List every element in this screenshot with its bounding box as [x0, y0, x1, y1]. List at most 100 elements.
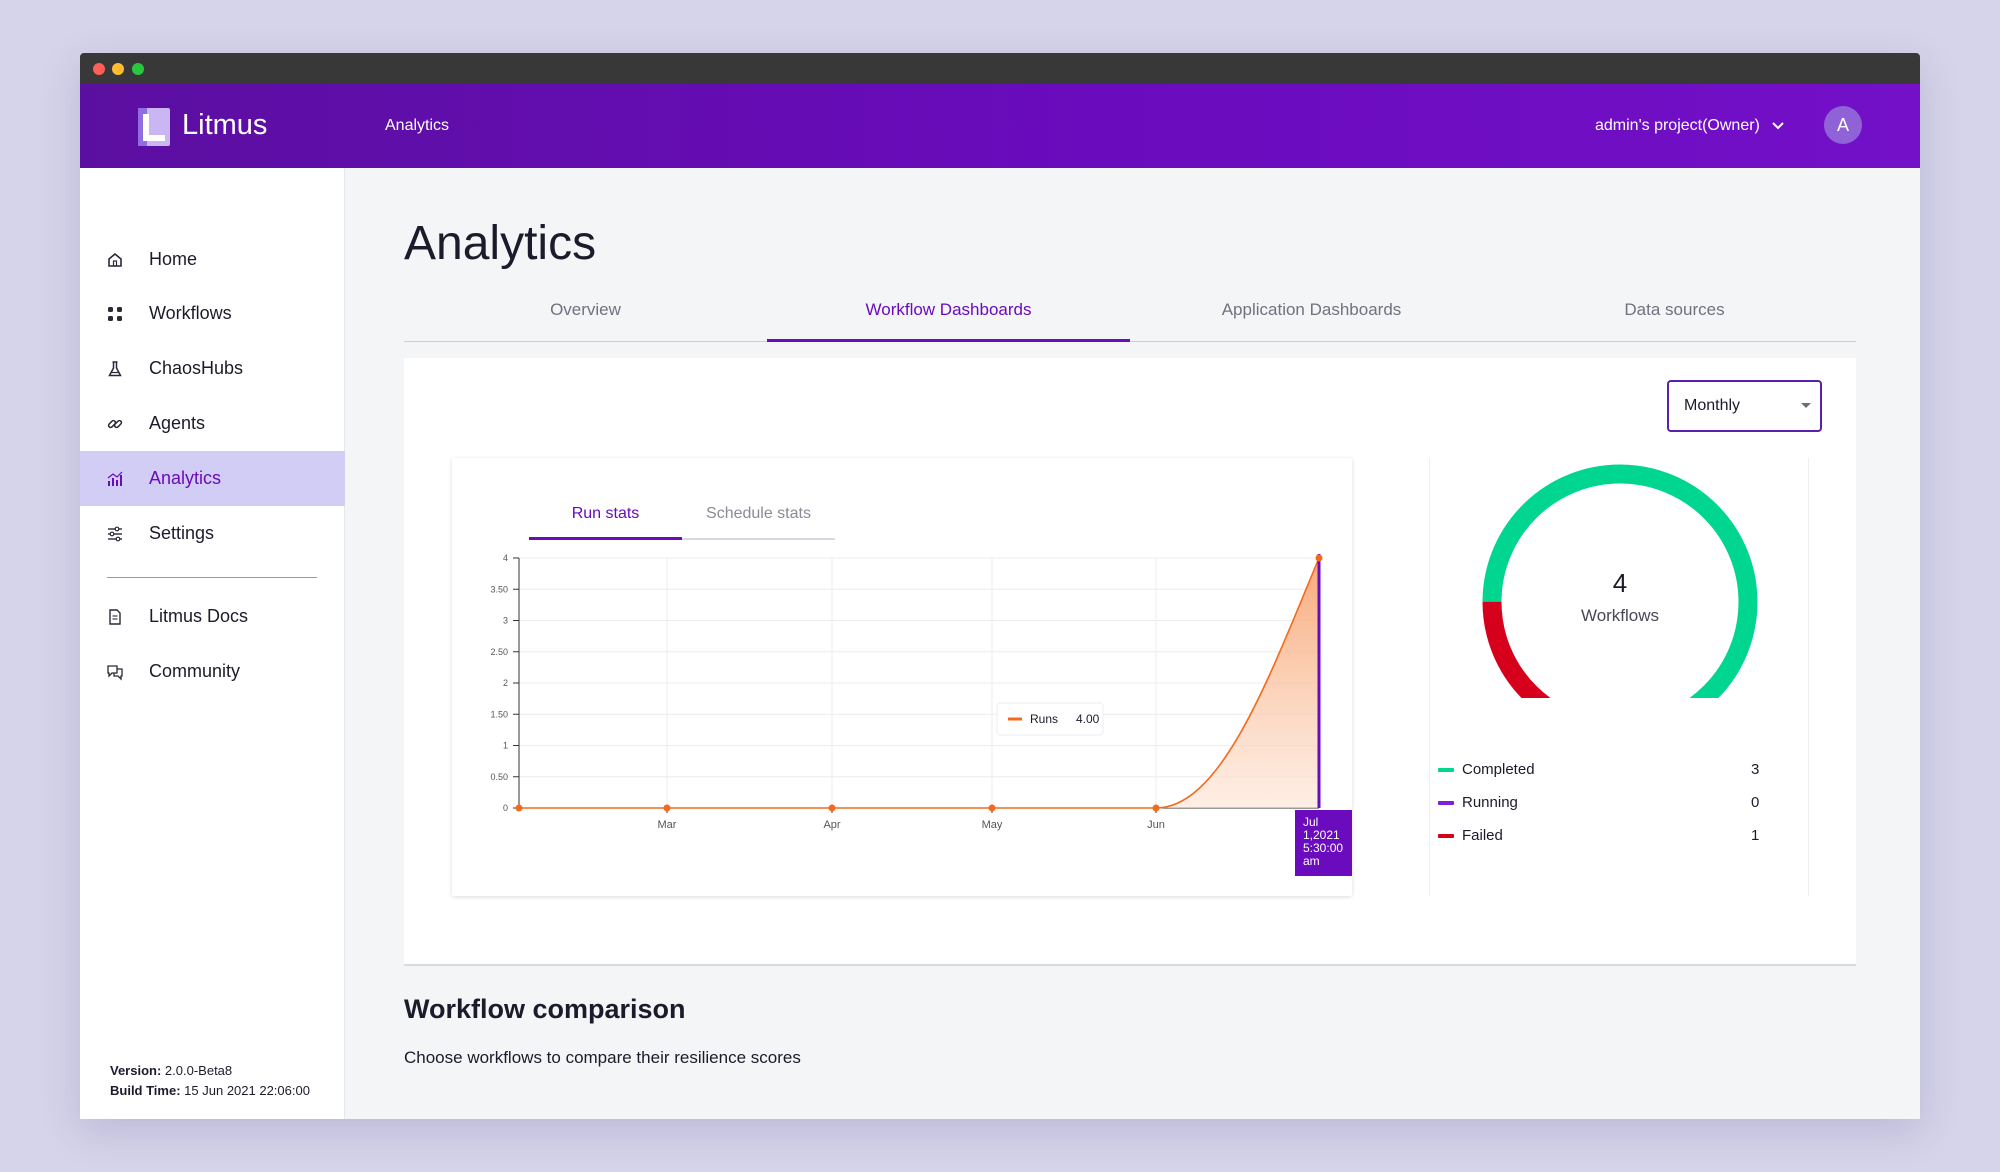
sidebar-item-label: ChaosHubs — [149, 358, 244, 378]
donut-segment-failed[interactable] — [1482, 464, 1758, 698]
tab-workflow-dashboards[interactable]: Workflow Dashboards — [767, 278, 1130, 342]
legend-value: 1 — [1751, 827, 1760, 844]
y-tick-label: 4 — [503, 553, 508, 563]
y-tick-label: 1 — [503, 741, 508, 751]
chat-icon — [107, 665, 123, 681]
sidebar-item-label: Agents — [149, 413, 206, 433]
document-icon — [109, 609, 121, 625]
y-tick-label: 2 — [503, 678, 508, 688]
close-window-button[interactable] — [93, 63, 105, 75]
y-tick-label: 2.50 — [490, 647, 508, 657]
tooltip-value: 4.00 — [1076, 712, 1100, 726]
donut-label: Workflows — [1580, 606, 1660, 625]
data-point[interactable] — [1315, 554, 1323, 562]
sidebar-item-analytics[interactable]: Analytics — [80, 451, 345, 506]
avatar[interactable]: A — [1824, 106, 1862, 144]
date-tooltip-line: 1,2021 — [1303, 828, 1340, 842]
analytics-icon — [107, 471, 123, 486]
version-label: Version: — [110, 1063, 162, 1078]
tooltip-box — [996, 702, 1104, 736]
y-tick-label: 3.50 — [490, 584, 508, 594]
breadcrumb[interactable]: Analytics — [385, 117, 450, 134]
workflow-status-card: 4 Workflows Completed 3 Running 0 Failed… — [1429, 458, 1809, 896]
analytics-tabs: Overview Workflow Dashboards Application… — [404, 278, 1856, 342]
tab-schedule-stats[interactable]: Schedule stats — [682, 488, 835, 540]
version-value: 2.0.0-Beta8 — [164, 1063, 233, 1078]
tab-run-stats[interactable]: Run stats — [529, 488, 682, 540]
page-title: Analytics — [404, 217, 597, 270]
data-point[interactable] — [1152, 804, 1160, 812]
flask-icon — [108, 361, 122, 377]
app-window: Litmus Analytics admin's project(Owner) … — [80, 53, 1920, 1119]
y-tick-label: 3 — [503, 616, 508, 626]
comparison-title: Workflow comparison — [404, 994, 686, 1024]
legend-value: 0 — [1751, 794, 1760, 811]
run-stats-card: Run stats Schedule stats 0 0.50 1 1.50 2 2.50… — [452, 458, 1352, 896]
minimize-window-button[interactable] — [112, 63, 124, 75]
y-tick-label: 1.50 — [490, 709, 508, 719]
litmus-logo-icon — [138, 108, 170, 146]
date-tooltip-line: am — [1303, 854, 1320, 868]
x-tick-label: Jun — [1147, 819, 1165, 831]
x-tick-label: Mar — [658, 819, 677, 831]
sidebar-divider — [107, 577, 317, 578]
sidebar-item-label: Home — [149, 249, 198, 269]
donut-total: 4 — [1612, 568, 1628, 598]
legend-name: Completed — [1462, 761, 1535, 778]
app-bar: Litmus Analytics admin's project(Owner) … — [80, 84, 1920, 168]
legend-item-failed: Failed 1 — [1438, 824, 1768, 848]
data-point[interactable] — [515, 804, 523, 812]
chevron-down-icon[interactable] — [1770, 118, 1786, 134]
tab-overview[interactable]: Overview — [550, 300, 621, 319]
workflow-status-donut[interactable] — [1430, 458, 1810, 698]
build-time-label: Build Time: — [110, 1083, 181, 1098]
build-time-value: 15 Jun 2021 22:06:00 — [184, 1083, 310, 1098]
sidebar-item-agents[interactable]: Agents — [80, 396, 345, 451]
sidebar-item-label: Settings — [149, 523, 215, 543]
sidebar-item-label: Analytics — [149, 468, 222, 488]
data-point[interactable] — [988, 804, 996, 812]
maximize-window-button[interactable] — [132, 63, 144, 75]
tooltip-series-name: Runs — [1030, 712, 1058, 726]
home-icon — [108, 252, 122, 267]
sidebar: Home Workflows ChaosHubs Agents — [80, 168, 345, 1119]
project-selector[interactable]: admin's project(Owner) — [1595, 117, 1760, 134]
legend-value: 3 — [1751, 761, 1760, 778]
running-swatch — [1438, 801, 1454, 805]
tab-application-dashboards[interactable]: Application Dashboards — [1221, 300, 1402, 319]
period-dropdown-value: Monthly — [1684, 397, 1741, 414]
legend-name: Running — [1462, 794, 1518, 811]
completed-swatch — [1438, 768, 1454, 772]
period-dropdown[interactable]: Monthly — [1667, 380, 1822, 432]
data-point[interactable] — [663, 804, 671, 812]
legend-item-completed: Completed 3 — [1438, 758, 1768, 782]
y-tick-label: 0.50 — [490, 772, 508, 782]
brand-name[interactable]: Litmus — [182, 109, 268, 141]
x-tick-label: Apr — [823, 819, 840, 831]
sidebar-item-label: Community — [149, 661, 241, 681]
runs-area-fill — [519, 558, 1319, 808]
sidebar-item-chaoshubs[interactable]: ChaosHubs — [80, 341, 345, 396]
legend-item-running: Running 0 — [1438, 791, 1768, 815]
sidebar-item-workflows[interactable]: Workflows — [80, 286, 345, 341]
date-tooltip-box — [1295, 810, 1352, 876]
y-tick-label: 0 — [503, 803, 508, 813]
runs-area-chart[interactable]: 0 0.50 1 1.50 2 2.50 3 3.50 4 Mar Apr May Jun Runs 4.0… — [452, 458, 1352, 896]
comparison-description: Choose workflows to compare their resili… — [404, 1048, 801, 1067]
sidebar-item-settings[interactable]: Settings — [80, 506, 345, 561]
sidebar-item-home[interactable]: Home — [80, 232, 345, 287]
date-tooltip-line: 5:30:00 — [1303, 841, 1343, 855]
sidebar-item-community[interactable]: Community — [80, 644, 345, 699]
data-point[interactable] — [828, 804, 836, 812]
legend-name: Failed — [1462, 827, 1503, 844]
sidebar-item-label: Workflows — [149, 303, 232, 323]
sidebar-item-litmus-docs[interactable]: Litmus Docs — [80, 589, 345, 644]
caret-down-icon — [1801, 403, 1811, 408]
workflow-dashboard-panel: Monthly Run stats Schedule stats 0 0.50 1 1… — [404, 358, 1856, 966]
sidebar-item-label: Litmus Docs — [149, 606, 249, 626]
sliders-icon — [108, 526, 122, 542]
link-icon — [107, 419, 123, 429]
failed-swatch — [1438, 834, 1454, 838]
x-tick-label: May — [982, 819, 1003, 831]
tab-data-sources[interactable]: Data sources — [1624, 300, 1725, 319]
